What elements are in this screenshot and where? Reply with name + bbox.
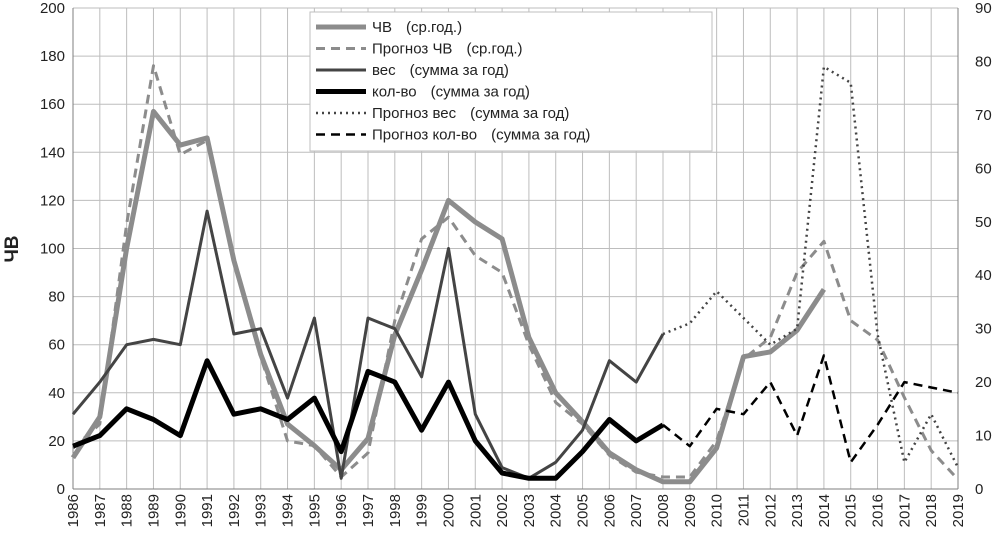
left-tick-label: 140 [40, 144, 65, 161]
x-tick-label: 1987 [92, 494, 109, 527]
x-tick-label: 2012 [762, 494, 779, 527]
x-tick-label: 2016 [870, 494, 887, 527]
x-tick-label: 1999 [414, 494, 431, 527]
left-tick-label: 0 [57, 481, 65, 498]
right-tick-label: 50 [975, 214, 992, 231]
left-tick-label: 60 [48, 337, 65, 354]
x-tick-label: 2006 [601, 494, 618, 527]
x-tick-label: 2014 [816, 494, 833, 527]
legend-box [309, 11, 713, 152]
left-tick-label: 40 [48, 385, 65, 402]
right-tick-label: 70 [975, 107, 992, 124]
x-tick-label: 2011 [735, 494, 752, 526]
right-tick-label: 20 [975, 374, 992, 391]
legend-label-3: кол-во [372, 84, 417, 101]
x-tick-label: 2018 [923, 494, 940, 527]
left-tick-label: 200 [40, 0, 65, 17]
legend-note-2: (сумма за год) [410, 62, 509, 79]
left-tick-label: 180 [40, 48, 65, 65]
legend-note-4: (сумма за год) [470, 105, 569, 122]
legend-label-1: Прогноз ЧВ [372, 41, 452, 58]
x-tick-label: 1994 [280, 494, 297, 527]
x-axis-ticks: 1986 1987 1988 1989 1990 1991 1992 1993 1994 1995… [65, 494, 967, 527]
left-tick-label: 20 [48, 433, 65, 450]
x-tick-label: 2002 [494, 494, 511, 527]
x-tick-label: 2000 [440, 494, 457, 527]
x-tick-label: 2008 [655, 494, 672, 527]
legend-label-5: Прогноз кол-во [372, 127, 477, 144]
series-line-0 [70, 108, 826, 485]
series-line-1 [71, 64, 960, 481]
right-tick-label: 60 [975, 160, 992, 177]
series-line-3 [72, 358, 665, 481]
x-tick-label: 1986 [65, 494, 82, 527]
x-tick-label: 2013 [789, 494, 806, 527]
axes [72, 8, 959, 490]
x-tick-label: 2009 [682, 494, 699, 527]
x-tick-label: 1992 [226, 494, 243, 527]
right-tick-label: 80 [975, 53, 992, 70]
right-axis-ticks: 0 10 20 30 40 50 60 70 80 90 [975, 0, 992, 498]
legend-label-4: Прогноз вес [372, 105, 457, 122]
x-tick-label: 1998 [387, 494, 404, 527]
right-tick-label: 30 [975, 321, 992, 338]
x-tick-label: 2017 [896, 494, 913, 527]
left-tick-label: 80 [48, 289, 65, 306]
x-tick-label: 1989 [145, 494, 162, 527]
x-tick-label: 2015 [843, 494, 860, 527]
right-tick-label: 90 [975, 0, 992, 17]
x-tick-label: 2005 [575, 494, 592, 527]
left-tick-label: 100 [40, 241, 65, 258]
legend-note-5: (сумма за год) [491, 127, 590, 144]
left-tick-label: 160 [40, 96, 65, 113]
x-tick-label: 1997 [360, 494, 377, 527]
left-axis-ticks: 0 20 40 60 80 100 120 140 160 180 200 [40, 0, 65, 498]
x-tick-label: 2007 [628, 494, 645, 527]
y-axis-label: ЧВ [2, 235, 23, 262]
legend-label-0: ЧВ [372, 19, 392, 36]
x-tick-label: 1990 [172, 494, 189, 527]
right-tick-label: 10 [975, 428, 992, 445]
legend-note-3: (сумма за год) [431, 84, 530, 101]
x-tick-label: 2004 [548, 494, 565, 527]
x-tick-label: 1995 [306, 494, 323, 527]
x-tick-label: 1991 [199, 494, 216, 527]
x-tick-label: 1996 [333, 494, 350, 527]
legend-note-0: (ср.год.) [406, 19, 462, 36]
x-tick-label: 1988 [119, 494, 136, 527]
series-line-2 [71, 209, 665, 480]
x-tick-label: 2010 [709, 494, 726, 527]
series-line-4 [662, 65, 960, 469]
x-tick-label: 1993 [253, 494, 270, 527]
right-tick-label: 40 [975, 267, 992, 284]
series-layer [70, 64, 960, 485]
legend-note-1: (ср.год.) [466, 41, 522, 58]
left-tick-label: 120 [40, 192, 65, 209]
x-tick-label: 2001 [467, 494, 484, 527]
legend: ЧВ (ср.год.) Прогноз ЧВ (ср.год.) вес (сумма … [309, 11, 713, 152]
right-tick-label: 0 [975, 481, 983, 498]
legend-label-2: вес [372, 62, 396, 79]
x-tick-label: 2003 [521, 494, 538, 527]
x-tick-label: 2019 [950, 494, 967, 527]
